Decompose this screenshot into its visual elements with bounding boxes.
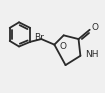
Text: O: O bbox=[59, 42, 66, 51]
Text: NH: NH bbox=[85, 50, 99, 59]
Text: Br: Br bbox=[34, 33, 44, 43]
Text: O: O bbox=[92, 23, 99, 32]
